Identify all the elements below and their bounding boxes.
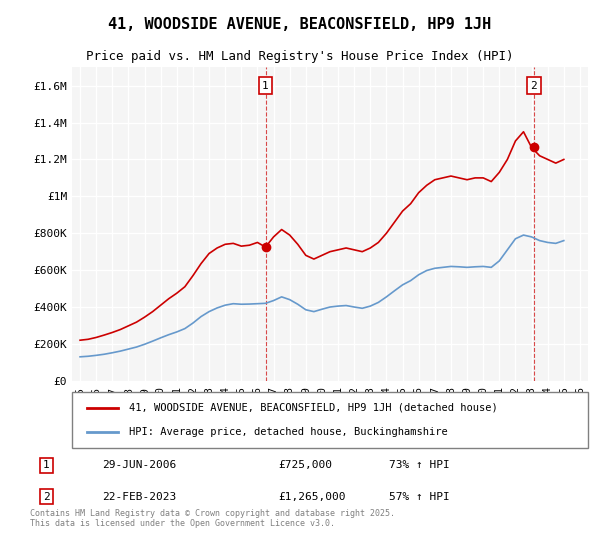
Text: 1: 1 [262, 81, 269, 91]
Text: 57% ↑ HPI: 57% ↑ HPI [389, 492, 449, 502]
Text: 1: 1 [43, 460, 50, 470]
Text: 22-FEB-2023: 22-FEB-2023 [102, 492, 176, 502]
FancyBboxPatch shape [72, 392, 588, 448]
Text: HPI: Average price, detached house, Buckinghamshire: HPI: Average price, detached house, Buck… [129, 427, 448, 437]
Text: £725,000: £725,000 [278, 460, 332, 470]
Text: £1,265,000: £1,265,000 [278, 492, 346, 502]
Text: 2: 2 [530, 81, 537, 91]
Text: 41, WOODSIDE AVENUE, BEACONSFIELD, HP9 1JH: 41, WOODSIDE AVENUE, BEACONSFIELD, HP9 1… [109, 17, 491, 32]
Text: 2: 2 [43, 492, 50, 502]
Text: 41, WOODSIDE AVENUE, BEACONSFIELD, HP9 1JH (detached house): 41, WOODSIDE AVENUE, BEACONSFIELD, HP9 1… [129, 403, 497, 413]
Text: 73% ↑ HPI: 73% ↑ HPI [389, 460, 449, 470]
Text: 29-JUN-2006: 29-JUN-2006 [102, 460, 176, 470]
Text: Price paid vs. HM Land Registry's House Price Index (HPI): Price paid vs. HM Land Registry's House … [86, 50, 514, 63]
Text: Contains HM Land Registry data © Crown copyright and database right 2025.
This d: Contains HM Land Registry data © Crown c… [30, 508, 395, 528]
